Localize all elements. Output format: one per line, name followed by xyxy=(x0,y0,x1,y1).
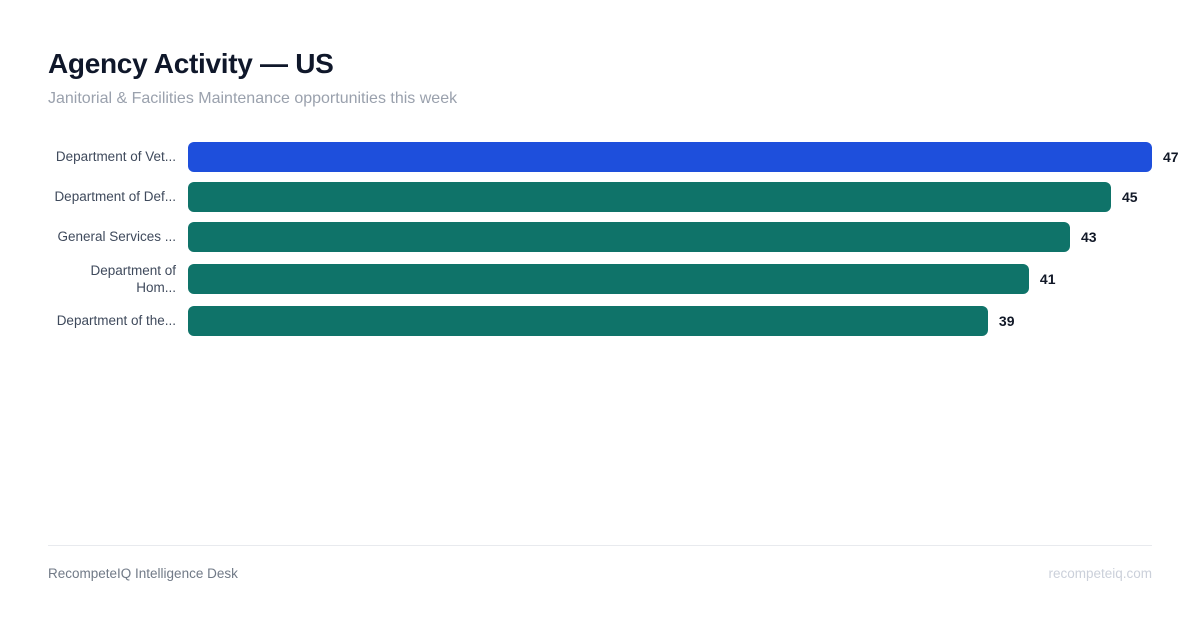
bar xyxy=(188,221,1070,252)
bar-row: Department of Vet... 47 xyxy=(48,141,1179,172)
bar-track: 41 xyxy=(188,263,1152,294)
page-subtitle: Janitorial & Facilities Maintenance oppo… xyxy=(48,90,458,108)
bar-track: 43 xyxy=(188,221,1152,252)
bar xyxy=(188,305,988,336)
bar-chart: Department of Vet... 47 Department of Def.… xyxy=(48,141,1179,336)
bar-category-label: Department of Hom... xyxy=(90,262,176,295)
bar-row: Department of Hom... 41 xyxy=(48,262,1152,296)
bar-category-label: General Services ... xyxy=(57,229,176,245)
bar-row: Department of Def... 45 xyxy=(48,181,1152,212)
bar xyxy=(188,181,1111,212)
bar-value-label: 43 xyxy=(1080,228,1097,245)
bar-rows: Department of Vet... 47 Department of Def.… xyxy=(48,141,1179,336)
bar-track: 39 xyxy=(188,305,1152,336)
bar-row: Department of the... 39 xyxy=(48,305,1152,336)
bar-value-label: 41 xyxy=(1039,270,1056,287)
bar-value-label: 45 xyxy=(1121,188,1138,205)
footer-brand-text: RecompeteIQ Intelligence Desk xyxy=(48,566,238,581)
bar-track: 47 xyxy=(188,141,1179,172)
bar-category-label: Department of Def... xyxy=(54,189,176,205)
footer: RecompeteIQ Intelligence Desk recompetei… xyxy=(48,545,1152,581)
bar-category-label: Department of the... xyxy=(56,313,176,329)
bar xyxy=(188,141,1152,172)
page-title: Agency Activity — US xyxy=(48,48,334,79)
bar-value-label: 39 xyxy=(998,312,1015,329)
card: Agency Activity — US Janitorial & Facili… xyxy=(48,48,1179,336)
bar-row: General Services ... 43 xyxy=(48,221,1152,252)
bar-category-label: Department of Vet... xyxy=(55,149,176,165)
bar-value-label: 47 xyxy=(1163,148,1179,165)
bar-track: 45 xyxy=(188,181,1152,212)
footer-url-text: recompeteiq.com xyxy=(1048,566,1152,581)
bar xyxy=(188,263,1029,294)
